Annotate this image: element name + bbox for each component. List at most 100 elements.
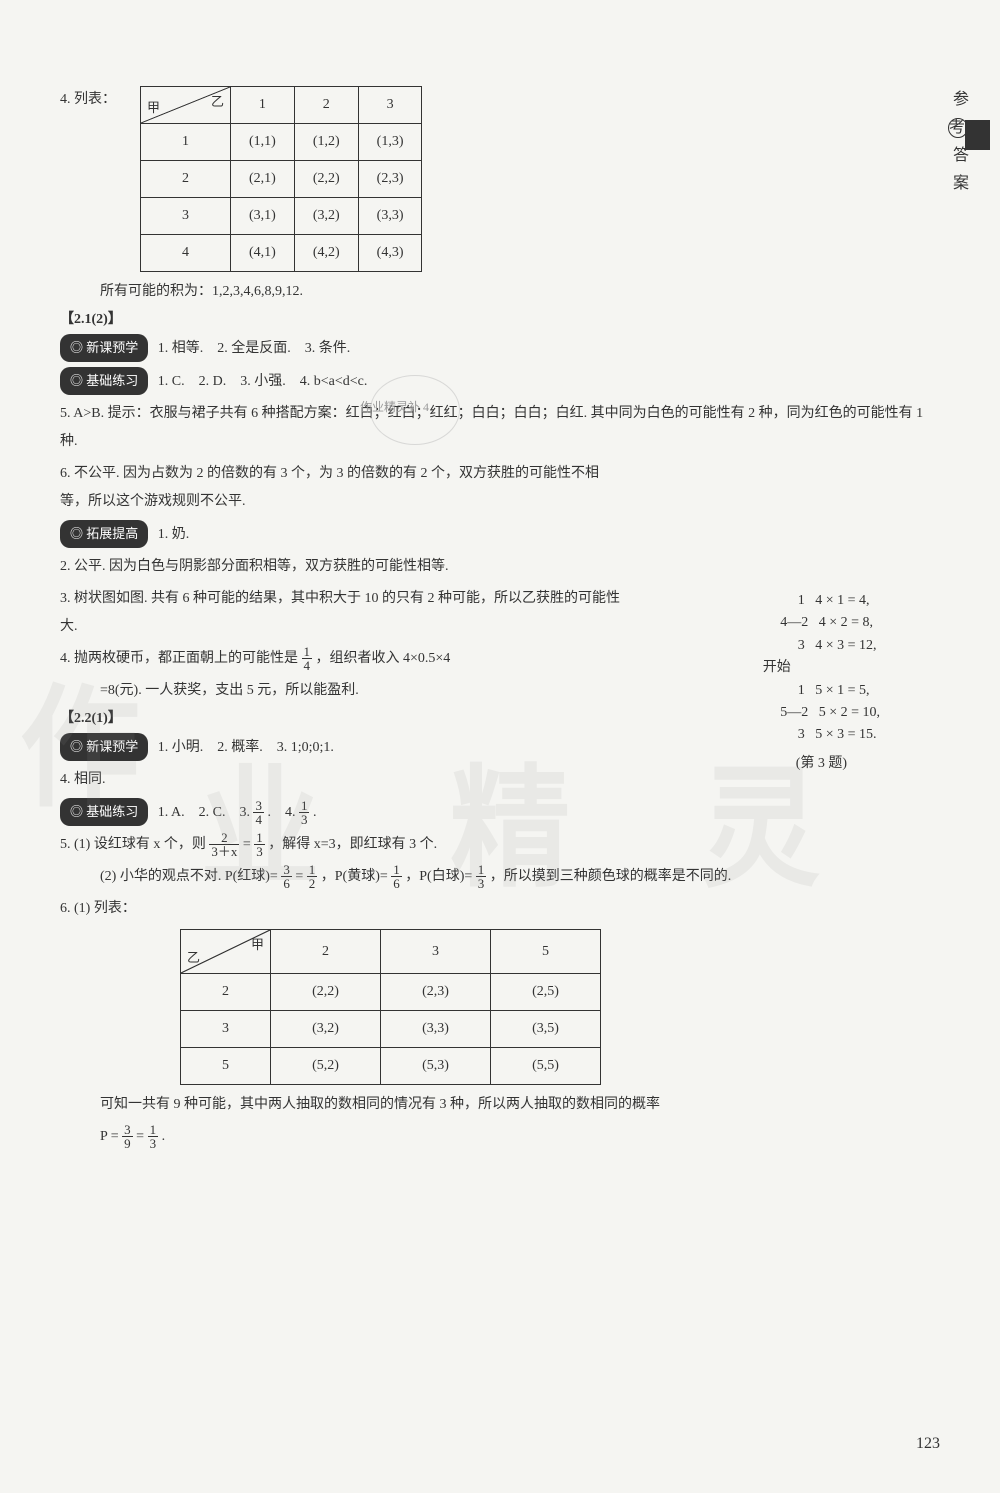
cell: (3,2) (294, 198, 358, 235)
ans: 2. 全是反面. (217, 341, 291, 356)
cell: (5,2) (271, 1048, 381, 1085)
diag-header: 乙 甲 (141, 87, 231, 124)
frac: 34 (253, 799, 264, 826)
cell: (2,3) (381, 974, 491, 1011)
q2: 2. 公平. 因为白色与阴影部分面积相等，双方获胜的可能性相等. (60, 553, 620, 581)
frac: 36 (281, 863, 292, 890)
q4b: ，组织者收入 4×0.5×4 (316, 651, 451, 666)
col-h: 3 (381, 930, 491, 974)
ans: 1. 小明. (158, 740, 204, 755)
ans: 4. b<a<d<c. (300, 374, 368, 389)
cell: (3,1) (231, 198, 295, 235)
cell: (4,1) (231, 235, 295, 272)
q4-table: 乙 甲 1 2 3 1(1,1)(1,2)(1,3) 2(2,1)(2,2)(2… (140, 86, 422, 272)
row-h: 4 (141, 235, 231, 272)
tree-row: 1 4 × 1 = 4, (763, 590, 880, 612)
q6-table: 甲 乙 2 3 5 2(2,2)(2,3)(2,5) 3(3,2)(3,3)(3… (180, 929, 601, 1085)
ans: 3. 1;0;0;1. (277, 740, 334, 755)
stamp-text: 作业精灵补 4 (360, 398, 429, 415)
diag-bl: 乙 (187, 945, 200, 971)
cell: (1,2) (294, 124, 358, 161)
col-h: 2 (271, 930, 381, 974)
cell: (3,3) (358, 198, 422, 235)
page-number: 123 (916, 1435, 940, 1453)
tree-row: 4—2 4 × 2 = 8, (763, 612, 880, 634)
page-content: 4. 列表： 乙 甲 1 2 3 1(1,1)(1,2)(1,3) 2(2,1)… (60, 80, 940, 1151)
frac: 13 (148, 1123, 159, 1150)
col-h: 5 (491, 930, 601, 974)
tree-row: 3 5 × 3 = 15. (763, 724, 880, 746)
side-char: 案 (950, 174, 967, 194)
row-h: 2 (141, 161, 231, 198)
frac: 13 (476, 863, 487, 890)
ans: . (267, 805, 271, 820)
col-h: 2 (294, 87, 358, 124)
frac: 13 (254, 831, 265, 858)
tree-start: 开始 (763, 657, 880, 679)
tree-row: 3 4 × 3 = 12, (763, 635, 880, 657)
ext-line: ◎ 拓展提高 1. 奶. (60, 520, 940, 549)
cell: (2,5) (491, 974, 601, 1011)
tree-caption: (第 3 题) (763, 753, 880, 775)
frac: 13 (299, 799, 310, 826)
frac: 12 (307, 863, 318, 890)
tag-ext: ◎ 拓展提高 (60, 520, 148, 548)
q6: 6. 不公平. 因为占数为 2 的倍数的有 3 个，为 3 的倍数的有 2 个，… (60, 460, 620, 516)
side-char: 参 (950, 90, 967, 110)
cell: (2,3) (358, 161, 422, 198)
ans: 2. 概率. (217, 740, 263, 755)
diag-header: 甲 乙 (181, 930, 271, 974)
ans: 1. A. (158, 805, 185, 820)
ans: 1. 奶. (158, 527, 190, 542)
q5-2: (2) 小华的观点不对. P(红球)= 36 = 12 ，P(黄球)= 16 ，… (60, 863, 940, 891)
col-h: 1 (231, 87, 295, 124)
row-h: 3 (141, 198, 231, 235)
cell: (1,1) (231, 124, 295, 161)
cell: (4,2) (294, 235, 358, 272)
row-h: 3 (181, 1011, 271, 1048)
diag-tr: 乙 (211, 89, 224, 115)
section-ref: 【2.1(2)】 (60, 306, 940, 334)
ans: 4. (285, 805, 299, 820)
ans: 1. C. (158, 374, 185, 389)
tree-diagram: 1 4 × 1 = 4, 4—2 4 × 2 = 8, 3 4 × 3 = 12… (763, 590, 880, 775)
row-h: 5 (181, 1048, 271, 1085)
q5: 5. A>B. 提示：衣服与裙子共有 6 种搭配方案：红白；红白；红红；白白；白… (60, 400, 940, 456)
base-line: ◎ 基础练习 1. A. 2. C. 3. 34 . 4. 13 . (60, 798, 940, 827)
tag-preview: ◎ 新课预学 (60, 733, 148, 761)
row-h: 1 (141, 124, 231, 161)
tree-row: 1 5 × 1 = 5, (763, 680, 880, 702)
q6-note: 可知一共有 9 种可能，其中两人抽取的数相同的情况有 3 种，所以两人抽取的数相… (60, 1091, 940, 1119)
frac: 23＋x (209, 831, 239, 858)
cell: (3,3) (381, 1011, 491, 1048)
cell: (5,3) (381, 1048, 491, 1085)
q4-note: 所有可能的积为：1,2,3,4,6,8,9,12. (60, 278, 940, 306)
ans: 3. 条件. (305, 341, 351, 356)
cell: (2,2) (271, 974, 381, 1011)
cell: (2,2) (294, 161, 358, 198)
ans: 2. C. (199, 805, 226, 820)
q4a: 4. 抛两枚硬币，都正面朝上的可能性是 (60, 651, 302, 666)
cell: (3,2) (271, 1011, 381, 1048)
q6-eq: P = 39 = 13 . (60, 1123, 940, 1151)
q4-row: 4. 列表： 乙 甲 1 2 3 1(1,1)(1,2)(1,3) 2(2,1)… (60, 80, 940, 278)
cell: (5,5) (491, 1048, 601, 1085)
q4-label: 4. 列表： (60, 80, 130, 114)
ans: 3. 小强. (240, 374, 286, 389)
preview-line: ◎ 新课预学 1. 相等. 2. 全是反面. 3. 条件. (60, 334, 940, 363)
tree-row: 5—2 5 × 2 = 10, (763, 702, 880, 724)
ans: 1. 相等. (158, 341, 204, 356)
q3: 3. 树状图如图. 共有 6 种可能的结果，其中积大于 10 的只有 2 种可能… (60, 585, 620, 641)
frac: 39 (122, 1123, 133, 1150)
diag-bl: 甲 (147, 95, 160, 121)
tag-preview: ◎ 新课预学 (60, 334, 148, 362)
row-h: 2 (181, 974, 271, 1011)
tag-base: ◎ 基础练习 (60, 367, 148, 395)
side-black-bar (965, 120, 990, 150)
cell: (1,3) (358, 124, 422, 161)
base-line: ◎ 基础练习 1. C. 2. D. 3. 小强. 4. b<a<d<c. (60, 367, 940, 396)
cell: (3,5) (491, 1011, 601, 1048)
q6-label: 6. (1) 列表： (60, 895, 940, 923)
ans: 3. (239, 805, 253, 820)
ans: . (313, 805, 317, 820)
